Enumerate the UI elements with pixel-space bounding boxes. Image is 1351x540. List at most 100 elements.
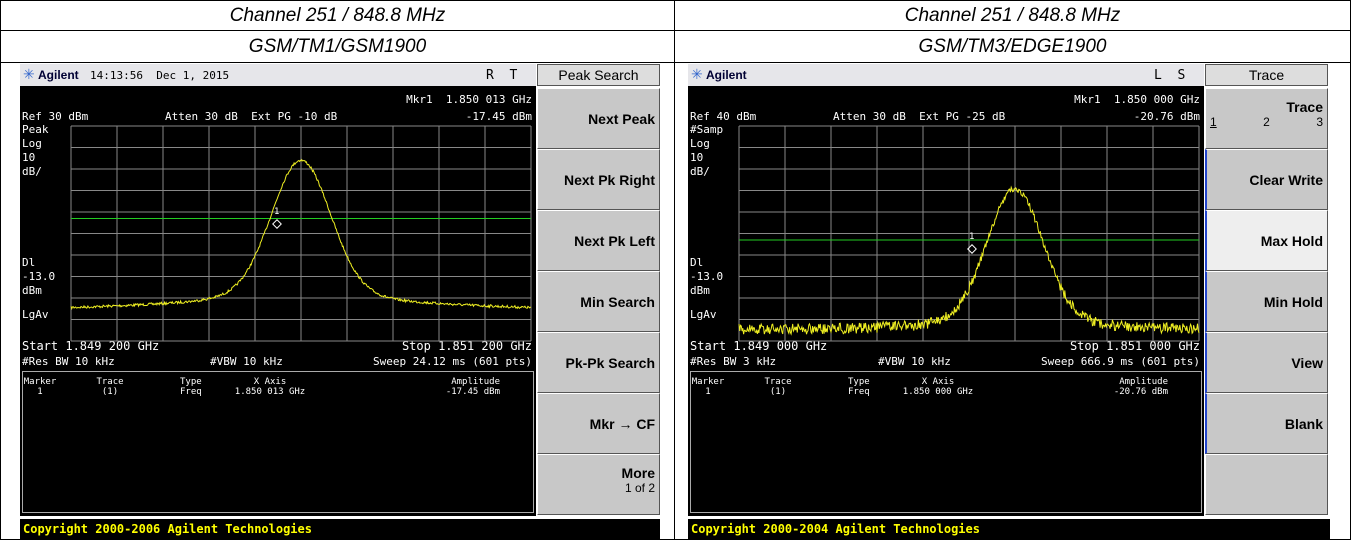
header-cell: Channel 251 / 848.8 MHz (0, 0, 675, 31)
menu-title: Peak Search (537, 64, 660, 86)
scale-label: dB/ (690, 165, 710, 178)
sweep: Sweep 24.12 ms (601 pts) (373, 355, 532, 368)
softkey[interactable]: Clear Write (1205, 149, 1328, 210)
softkey-label: Max Hold (1260, 233, 1323, 249)
softkey-label: Next Pk Right (563, 172, 655, 188)
softkey[interactable]: Min Search (537, 271, 660, 332)
softkey-label: Blank (1284, 416, 1323, 432)
marker-amplitude: -17.45 dBm (465, 110, 532, 123)
logo: ✳ (23, 66, 35, 82)
table-value: Freq (180, 387, 202, 397)
table-value: (1) (101, 387, 119, 397)
softkey[interactable] (1205, 454, 1328, 515)
display-line-label: dBm (690, 284, 710, 297)
brand: Agilent (38, 68, 79, 82)
copyright: Copyright 2000-2004 Agilent Technologies (691, 522, 980, 536)
res-bw: #Res BW 3 kHz (690, 355, 777, 368)
marker-id: 1 (274, 207, 280, 217)
copyright-bar (688, 519, 1330, 540)
graph-area (688, 86, 1204, 516)
table-header: Amplitude (1119, 377, 1168, 387)
header-cell: Channel 251 / 848.8 MHz (674, 0, 1351, 31)
scale-label: #Samp (690, 123, 724, 136)
softkey-label: Clear Write (1249, 172, 1323, 188)
res-bw: #Res BW 10 kHz (22, 355, 115, 368)
attenuation: Atten 30 dB Ext PG -10 dB (165, 110, 338, 123)
display-line-label: dBm (22, 284, 42, 297)
table-value: -20.76 dBm (1113, 387, 1168, 397)
table-header: X Axis (253, 377, 287, 387)
vbw: #VBW 10 kHz (878, 355, 951, 368)
trace (738, 185, 1200, 336)
datetime: 14:13:56 Dec 1, 2015 (90, 69, 230, 82)
softkey[interactable]: Next Pk Left (537, 210, 660, 271)
table-header: Trace (96, 377, 124, 387)
table-value: 1 (37, 387, 43, 397)
scale-label: 10 (22, 151, 36, 164)
stop-freq: Stop 1.851 000 GHz (1069, 339, 1200, 353)
softkey[interactable]: View (1205, 332, 1328, 393)
softkey[interactable]: Max Hold (1205, 210, 1328, 271)
scale-label: Log (690, 137, 710, 150)
scale-label: 10 (690, 151, 704, 164)
marker-diamond (967, 244, 977, 254)
table-value: 1.850 013 GHz (234, 387, 306, 397)
softkey-label: Min Hold (1263, 294, 1323, 310)
table-header: Amplitude (451, 377, 500, 387)
table-header: Marker (23, 377, 57, 387)
scale-label: dB/ (22, 165, 42, 178)
vbw: #VBW 10 kHz (210, 355, 283, 368)
softkey-sub: 1 of 2 (542, 481, 655, 495)
display-line-label: Dl (22, 256, 36, 269)
softkey-label: Next Peak (588, 111, 655, 127)
softkey[interactable]: Trace 1 2 3 (1205, 88, 1328, 149)
average-label: LgAv (22, 308, 49, 321)
menu-title: Trace (1205, 64, 1328, 86)
softkey-label: Min Search (580, 294, 655, 310)
table-header: Marker (691, 377, 725, 387)
marker-readout: Mkr1 1.850 013 GHz (406, 93, 532, 106)
start-freq: Start 1.849 200 GHz (22, 339, 160, 353)
softkey-label: Trace (1286, 99, 1323, 115)
softkey[interactable]: Blank (1205, 393, 1328, 454)
copyright-bar (20, 519, 660, 540)
softkey-sub-item: 2 (1263, 115, 1270, 129)
softkey[interactable]: Pk-Pk Search (537, 332, 660, 393)
table-header: Type (180, 377, 202, 387)
header-cell: GSM/TM3/EDGE1900 (674, 30, 1351, 63)
header-cell: GSM/TM1/GSM1900 (0, 30, 675, 63)
spectrum-plot (70, 125, 532, 342)
table-header: Trace (764, 377, 792, 387)
table-value: -17.45 dBm (445, 387, 500, 397)
softkey[interactable]: Min Hold (1205, 271, 1328, 332)
start-freq: Start 1.849 000 GHz (690, 339, 828, 353)
sweep: Sweep 666.9 ms (601 pts) (1041, 355, 1200, 368)
marker-table (690, 371, 1202, 513)
ref-level: Ref 30 dBm (22, 110, 89, 123)
stop-freq: Stop 1.851 200 GHz (401, 339, 532, 353)
status: L S (1154, 68, 1186, 83)
title-bar (20, 64, 536, 86)
attenuation: Atten 30 dB Ext PG -25 dB (833, 110, 1006, 123)
softkey[interactable]: Next Pk Right (537, 149, 660, 210)
display-line-label: -13.0 (690, 270, 724, 283)
table-value: 1 (705, 387, 711, 397)
scale-label: Log (22, 137, 42, 150)
softkey[interactable]: More 1 of 2 (537, 454, 660, 515)
table-value: Freq (848, 387, 870, 397)
softkey-label: Next Pk Left (574, 233, 655, 249)
status: R T (486, 68, 518, 83)
spectrum-plot (738, 125, 1200, 342)
brand: Agilent (706, 68, 747, 82)
softkey-label: Pk-Pk Search (565, 355, 656, 371)
display-line-label: Dl (690, 256, 704, 269)
softkey-label: View (1291, 355, 1323, 371)
softkey-label: More (621, 465, 655, 481)
graph-area (20, 86, 536, 516)
table-value: 1.850 000 GHz (902, 387, 974, 397)
softkey[interactable]: Next Peak (537, 88, 660, 149)
copyright: Copyright 2000-2006 Agilent Technologies (23, 522, 312, 536)
softkey[interactable]: Mkr → CF (537, 393, 660, 454)
marker-table (22, 371, 534, 513)
